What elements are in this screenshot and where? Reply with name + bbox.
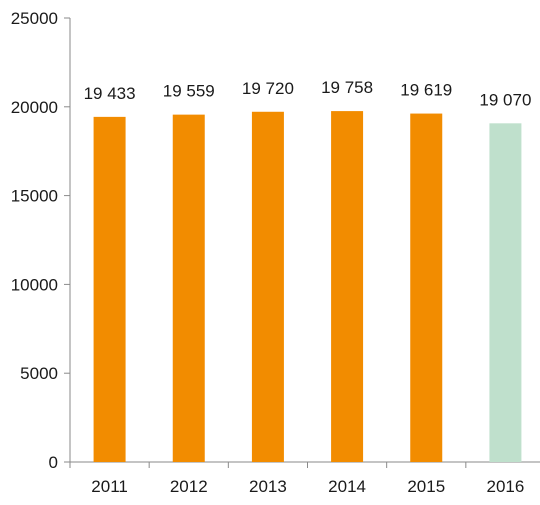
- data-label-2015: 19 619: [400, 81, 452, 100]
- y-tick-label: 20000: [11, 98, 58, 117]
- y-tick-label: 5000: [20, 364, 58, 383]
- data-label-2013: 19 720: [242, 79, 294, 98]
- y-tick-label: 25000: [11, 9, 58, 28]
- bar-2011: [93, 116, 126, 462]
- x-tick-label: 2012: [170, 477, 208, 496]
- x-axis: 2011 2012 2013 2014 2015 2016: [69, 461, 540, 496]
- x-tick-label: 2015: [407, 477, 445, 496]
- bar-2016: [489, 123, 522, 462]
- y-axis: 0 5000 10000 15000 20000 25000: [11, 9, 71, 472]
- data-label-2012: 19 559: [163, 82, 215, 101]
- data-label-2016: 19 070: [479, 90, 531, 109]
- x-tick-label: 2016: [487, 477, 525, 496]
- data-label-2014: 19 758: [321, 78, 373, 97]
- y-tick-label: 0: [49, 453, 58, 472]
- bar-2015: [410, 113, 443, 462]
- x-tick-label: 2014: [328, 477, 366, 496]
- x-tick-label: 2011: [91, 477, 128, 496]
- x-tick-label: 2013: [249, 477, 287, 496]
- y-tick-label: 15000: [11, 187, 58, 206]
- bar-series: [93, 111, 522, 463]
- bar-2014: [331, 111, 364, 462]
- y-tick-label: 10000: [11, 275, 58, 294]
- bar-2013: [251, 111, 284, 462]
- data-labels: 19 433 19 559 19 720 19 758 19 619 19 070: [84, 78, 532, 109]
- data-label-2011: 19 433: [84, 84, 136, 103]
- bar-2012: [172, 114, 205, 463]
